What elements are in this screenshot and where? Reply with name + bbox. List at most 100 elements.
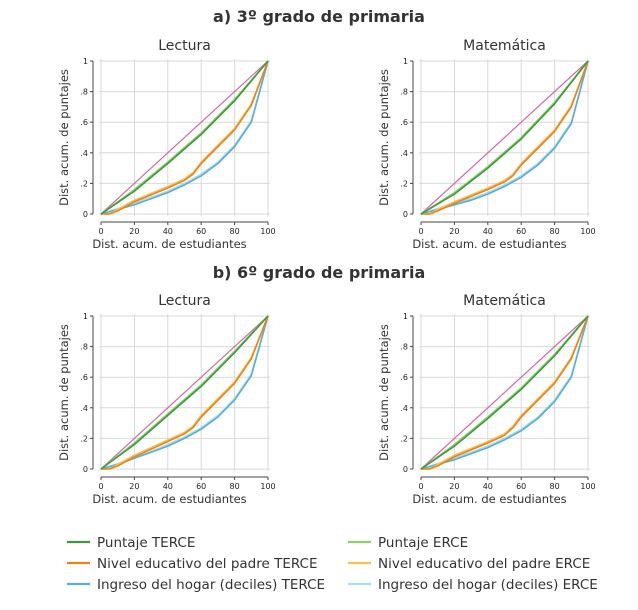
legend: Puntaje TERCE Nivel educativo del padre T… — [67, 535, 598, 593]
panel-title: Matemática — [463, 293, 546, 309]
chart-panel-4: Matemática 0 20 40 60 80 100 0 .2 .4 .6 .8 1 Dist. ac… — [377, 293, 596, 506]
legend-label: Puntaje TERCE — [97, 535, 195, 551]
y-tick-label: 1 — [403, 312, 408, 321]
y-tick-label: 1 — [83, 312, 88, 321]
y-tick-label: .2 — [400, 434, 408, 443]
legend-item: Nivel educativo del padre TERCE — [67, 556, 318, 572]
series-line-nivel-educativo-del-padre-erce — [101, 60, 269, 215]
y-tick-label: .8 — [80, 88, 88, 97]
x-tick-label: 100 — [260, 482, 275, 491]
x-tick-label: 100 — [580, 227, 595, 236]
chart-panel-2: Matemática 0 20 40 60 80 100 0 .2 .4 .6 .8 1 Dist. ac… — [377, 38, 596, 251]
y-tick-label: .2 — [80, 179, 88, 188]
x-tick-label: 20 — [129, 227, 139, 236]
y-axis-label: Dist. acum. de puntajes — [377, 324, 391, 461]
x-tick-label: 0 — [418, 227, 423, 236]
x-tick-label: 60 — [516, 227, 526, 236]
y-tick-label: .2 — [80, 434, 88, 443]
x-tick-label: 0 — [98, 482, 103, 491]
x-axis-label: Dist. acum. de estudiantes — [92, 492, 246, 506]
x-axis-label: Dist. acum. de estudiantes — [412, 492, 566, 506]
series-line-puntaje-terce — [420, 60, 589, 215]
y-tick-label: .6 — [400, 118, 408, 127]
y-tick-label: .6 — [400, 373, 408, 382]
y-tick-label: .8 — [400, 88, 408, 97]
series-line-nivel-educativo-del-padre-terce — [421, 315, 589, 470]
series-line-nivel-educativo-del-padre-erce — [421, 60, 589, 215]
equality-line — [100, 315, 269, 470]
series-line-puntaje-erce — [100, 315, 269, 470]
y-tick-label: .4 — [400, 149, 408, 158]
x-tick-label: 80 — [230, 482, 240, 491]
chart-panel-1: Lectura 0 20 40 60 80 100 0 .2 .4 .6 .8 1 Dist. acum.… — [57, 38, 276, 251]
series-line-nivel-educativo-del-padre-erce — [101, 315, 269, 470]
series-line-ingreso-del-hogar-deciles-terce — [100, 60, 269, 215]
legend-item: Ingreso del hogar (deciles) ERCE — [348, 577, 598, 593]
section-title-b: b) 6º grado de primaria — [213, 263, 426, 282]
legend-item: Puntaje TERCE — [67, 535, 195, 551]
series-line-puntaje-erce — [100, 60, 269, 215]
y-tick-label: 1 — [403, 57, 408, 66]
y-axis-label: Dist. acum. de puntajes — [57, 69, 71, 206]
x-tick-label: 60 — [516, 482, 526, 491]
y-tick-label: .4 — [80, 404, 88, 413]
x-tick-label: 80 — [230, 227, 240, 236]
series-line-puntaje-terce — [100, 315, 269, 470]
x-tick-label: 100 — [580, 482, 595, 491]
y-tick-label: .4 — [80, 149, 88, 158]
legend-label: Ingreso del hogar (deciles) TERCE — [97, 577, 325, 593]
x-tick-label: 0 — [98, 227, 103, 236]
chart-panel-3: Lectura 0 20 40 60 80 100 0 .2 .4 .6 .8 1 Dist. acum.… — [57, 293, 276, 506]
y-tick-label: 0 — [83, 465, 88, 474]
x-tick-label: 20 — [449, 227, 459, 236]
panel-title: Lectura — [158, 293, 211, 309]
y-axis-label: Dist. acum. de puntajes — [57, 324, 71, 461]
x-tick-label: 20 — [449, 482, 459, 491]
series-line-puntaje-terce — [420, 315, 589, 470]
series-line-nivel-educativo-del-padre-erce — [421, 315, 589, 470]
y-tick-label: .6 — [80, 118, 88, 127]
series-line-ingreso-del-hogar-deciles-terce — [420, 315, 589, 470]
y-tick-label: .8 — [400, 343, 408, 352]
x-tick-label: 20 — [129, 482, 139, 491]
series-line-nivel-educativo-del-padre-terce — [101, 60, 269, 215]
equality-line — [420, 315, 589, 470]
panel-title: Matemática — [463, 38, 546, 54]
y-axis-label: Dist. acum. de puntajes — [377, 69, 391, 206]
legend-item: Puntaje ERCE — [348, 535, 468, 551]
equality-line — [100, 60, 269, 215]
y-tick-label: .2 — [400, 179, 408, 188]
y-tick-label: 1 — [83, 57, 88, 66]
legend-label: Nivel educativo del padre TERCE — [97, 556, 318, 572]
legend-label: Ingreso del hogar (deciles) ERCE — [378, 577, 598, 593]
x-tick-label: 100 — [260, 227, 275, 236]
series-line-puntaje-terce — [100, 60, 269, 215]
series-line-nivel-educativo-del-padre-terce — [421, 60, 589, 215]
y-tick-label: 0 — [403, 210, 408, 219]
x-tick-label: 80 — [550, 227, 560, 236]
x-axis-label: Dist. acum. de estudiantes — [92, 237, 246, 251]
section-title-a: a) 3º grado de primaria — [213, 7, 425, 26]
x-tick-label: 40 — [483, 227, 493, 236]
x-tick-label: 80 — [550, 482, 560, 491]
x-tick-label: 40 — [483, 482, 493, 491]
y-tick-label: 0 — [83, 210, 88, 219]
x-tick-label: 60 — [196, 482, 206, 491]
equality-line — [420, 60, 589, 215]
series-line-puntaje-erce — [420, 315, 589, 470]
x-tick-label: 40 — [163, 482, 173, 491]
legend-item: Nivel educativo del padre ERCE — [348, 556, 590, 572]
legend-label: Puntaje ERCE — [378, 535, 468, 551]
legend-item: Ingreso del hogar (deciles) TERCE — [67, 577, 325, 593]
y-tick-label: .4 — [400, 404, 408, 413]
x-axis-label: Dist. acum. de estudiantes — [412, 237, 566, 251]
legend-label: Nivel educativo del padre ERCE — [378, 556, 590, 572]
series-line-nivel-educativo-del-padre-terce — [101, 315, 269, 470]
panel-title: Lectura — [158, 38, 211, 54]
x-tick-label: 60 — [196, 227, 206, 236]
y-tick-label: .6 — [80, 373, 88, 382]
y-tick-label: .8 — [80, 343, 88, 352]
x-tick-label: 40 — [163, 227, 173, 236]
